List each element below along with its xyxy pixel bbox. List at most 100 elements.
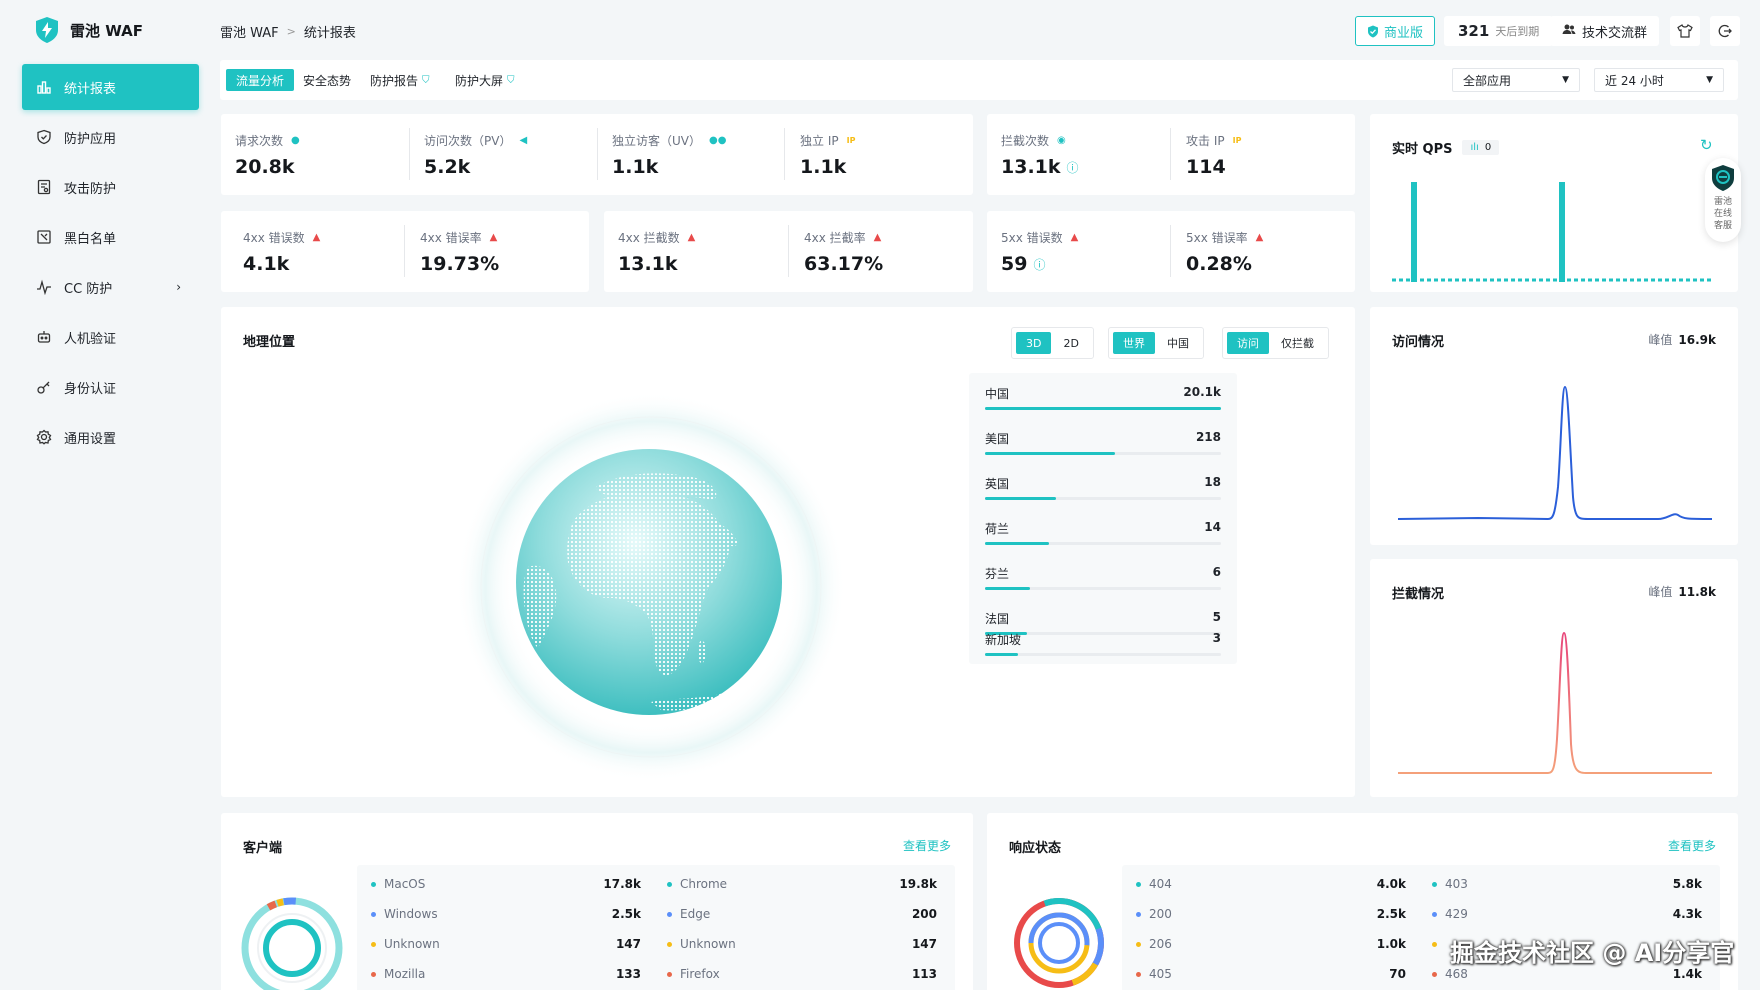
visits-peak: 峰值 16.9k — [1648, 331, 1716, 348]
bar-chart-icon: ılı — [1470, 142, 1479, 153]
legend-dot — [667, 911, 672, 917]
sidebar-item-cc[interactable]: CC 防护 › — [22, 264, 199, 310]
refresh-icon[interactable]: ↻ — [1700, 136, 1713, 154]
country-row[interactable]: 中国 20.1k — [985, 377, 1221, 422]
online-support-widget[interactable]: 雷池在线客服 — [1705, 158, 1741, 242]
logout-button[interactable] — [1710, 16, 1740, 46]
country-row[interactable]: 法国 5 — [985, 602, 1221, 647]
logout-icon — [1718, 24, 1732, 38]
sidebar-item-settings[interactable]: 通用设置 — [22, 414, 199, 460]
plan-badge[interactable]: 商业版 — [1355, 16, 1435, 46]
sidebar-item-auth[interactable]: 身份认证 — [22, 364, 199, 410]
divider — [788, 225, 789, 277]
info-icon[interactable]: ⓘ — [1033, 257, 1046, 272]
list-item[interactable]: MacOS 17.8k — [371, 869, 641, 899]
warning-icon: ▲ — [687, 232, 696, 243]
shield-check-icon — [1367, 25, 1378, 37]
country-name: 新加坡 — [985, 633, 1022, 647]
metrics-5xx-card: 5xx 错误数 ▲ 59 ⓘ 5xx 错误率 ▲ 0.28% — [987, 211, 1355, 292]
country-bar-fill — [985, 653, 1019, 656]
tab-label: 流量分析 — [236, 73, 285, 88]
legend-dot — [371, 881, 376, 887]
country-count: 5 — [1212, 610, 1221, 624]
country-row[interactable]: 新加坡 3 — [985, 631, 1221, 664]
shield-icon: ⛉ — [422, 74, 430, 86]
lightning-shield-icon — [36, 17, 58, 43]
country-row[interactable]: 英国 18 — [985, 467, 1221, 512]
sidebar-item-attack[interactable]: 攻击防护 — [22, 164, 199, 210]
warning-icon: ▲ — [1070, 232, 1079, 243]
tab-traffic[interactable]: 流量分析 — [226, 69, 295, 91]
qps-badge: ılı 0 — [1462, 140, 1500, 155]
tab-report[interactable]: 防护报告 ⛉ — [360, 69, 440, 91]
toggle-visit[interactable]: 访问 — [1227, 332, 1269, 354]
divider — [1170, 128, 1171, 180]
country-name: 法国 — [985, 612, 1010, 626]
country-bar-track — [985, 653, 1221, 656]
country-bar-fill — [985, 632, 1028, 635]
list-item[interactable]: Chrome 19.8k — [667, 869, 937, 899]
list-item[interactable]: 429 4.3k — [1432, 899, 1702, 929]
sidebar-item-stats[interactable]: 统计报表 — [22, 64, 199, 110]
toggle-world[interactable]: 世界 — [1113, 332, 1155, 354]
country-row[interactable]: 荷兰 14 — [985, 512, 1221, 557]
item-value: 19.8k — [899, 877, 937, 891]
country-name: 荷兰 — [985, 522, 1010, 536]
app-logo[interactable]: 雷池 WAF — [34, 16, 143, 44]
metric-value: 114 — [1186, 156, 1226, 178]
response-card: 响应状态 查看更多 404 4.0k 200 2.5k 206 1.0k 405 70 … — [987, 813, 1738, 990]
toggle-3d[interactable]: 3D — [1016, 332, 1052, 354]
list-item[interactable]: Unknown 147 — [667, 929, 937, 959]
peak-label: 峰值 — [1648, 333, 1673, 347]
warning-icon: ▲ — [312, 232, 321, 243]
divider — [404, 225, 405, 277]
list-item[interactable]: 405 70 — [1136, 959, 1406, 989]
legend-dot — [1432, 941, 1437, 947]
list-item[interactable]: Firefox 113 — [667, 959, 937, 989]
sidebar-item-blacklist[interactable]: 黑白名单 — [22, 214, 199, 260]
metric-label: 拦截次数 — [1001, 134, 1050, 148]
list-item[interactable]: Windows 2.5k — [371, 899, 641, 929]
community-button[interactable]: 技术交流群 — [1550, 16, 1660, 46]
country-bar-fill — [985, 587, 1030, 590]
list-item[interactable]: 468 1.4k — [1432, 959, 1702, 989]
view-more-link[interactable]: 查看更多 — [1667, 839, 1716, 853]
list-item[interactable]: Unknown 147 — [371, 929, 641, 959]
sidebar-item-label: CC 防护 — [64, 281, 113, 297]
list-item[interactable]: 200 2.5k — [1136, 899, 1406, 929]
sidebar-item-label: 防护应用 — [64, 131, 117, 147]
list-item[interactable]: 404 4.0k — [1136, 869, 1406, 899]
app-select[interactable]: 全部应用 ▼ — [1452, 68, 1580, 92]
metric-label: 独立访客（UV） — [612, 134, 701, 148]
breadcrumb-root[interactable]: 雷池 WAF — [220, 26, 279, 41]
view-more-link[interactable]: 查看更多 — [902, 839, 951, 853]
toggle-block-only[interactable]: 仅拦截 — [1281, 337, 1314, 350]
sidebar-item-captcha[interactable]: 人机验证 — [22, 314, 199, 360]
peak-value: 16.9k — [1678, 333, 1716, 347]
list-item[interactable]: 206 1.0k — [1136, 929, 1406, 959]
toggle-2d[interactable]: 2D — [1063, 336, 1079, 350]
tab-bigscreen[interactable]: 防护大屏 ⛉ — [445, 69, 525, 91]
pulse-icon — [36, 279, 52, 295]
time-select[interactable]: 近 24 小时 ▼ — [1594, 68, 1724, 92]
toggle-china[interactable]: 中国 — [1167, 337, 1189, 350]
globe[interactable] — [446, 392, 856, 782]
item-value: 4.3k — [1672, 907, 1702, 921]
tab-security[interactable]: 安全态势 — [293, 69, 361, 91]
license-days: 321 天后到期 — [1444, 16, 1554, 46]
sidebar-item-label: 黑白名单 — [64, 231, 117, 247]
info-icon[interactable]: ⓘ — [1066, 160, 1079, 175]
list-item[interactable]: Edge 200 — [667, 899, 937, 929]
country-row[interactable]: 芬兰 6 — [985, 557, 1221, 602]
country-row[interactable]: 美国 218 — [985, 422, 1221, 467]
metric-value: 1.1k — [612, 156, 659, 178]
list-item[interactable]: Mozilla 133 — [371, 959, 641, 989]
sidebar: 统计报表 防护应用 攻击防护 黑白名单 CC 防护 › 人机验证 身份认证 通用… — [22, 64, 199, 464]
qps-title: 实时 QPS — [1392, 142, 1453, 157]
divider — [784, 128, 785, 180]
shirt-theme-button[interactable] — [1670, 16, 1700, 46]
list-item[interactable] — [1432, 929, 1702, 959]
sidebar-item-apps[interactable]: 防护应用 — [22, 114, 199, 160]
country-count: 6 — [1212, 565, 1221, 579]
list-item[interactable]: 403 5.8k — [1432, 869, 1702, 899]
